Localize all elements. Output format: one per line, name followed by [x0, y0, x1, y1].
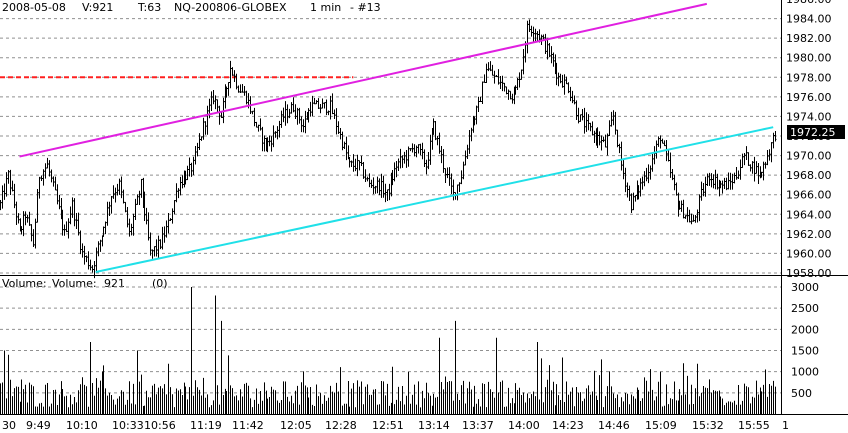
volume-tick-label: 1500	[791, 345, 819, 358]
trend-channels	[19, 2, 774, 273]
time-tick-label: 13:14	[418, 419, 450, 432]
volume-gridlines	[0, 275, 848, 415]
price-tick-label: 1980.00	[786, 52, 832, 65]
price-tick-label: 1960.00	[786, 247, 832, 260]
volume-header-value: 921	[104, 277, 125, 290]
volume-header-label2: Volume:	[52, 277, 97, 290]
last-price-tag	[787, 125, 845, 139]
last-price-label: 1972.25	[790, 126, 836, 139]
chart-header: 2008-05-08 V:921 T:63 NQ-200806-GLOBEX 1…	[2, 1, 381, 14]
time-tick-label: 12:05	[280, 419, 312, 432]
price-tick-label: 1958.00	[786, 267, 832, 280]
price-tick-label: 1964.00	[786, 208, 832, 221]
price-bars	[0, 19, 777, 279]
volume-tick-label: 3000	[791, 281, 819, 294]
price-tick-label: 1976.00	[786, 91, 832, 104]
time-tick-label: 14:46	[598, 419, 630, 432]
header-date: 2008-05-08	[2, 1, 66, 14]
volume-axis: 500 1000 1500 2000 2500 3000	[791, 281, 819, 400]
time-tick-label: 14:00	[508, 419, 540, 432]
time-tick-label: 12:51	[372, 419, 404, 432]
price-tick-label: 1986.00	[786, 0, 832, 6]
time-tick-label: 15:55	[738, 419, 770, 432]
volume-tick-label: 2000	[791, 323, 819, 336]
time-tick-label: 15:32	[692, 419, 724, 432]
time-tick-label: 11:19	[190, 419, 222, 432]
volume-header: Volume: Volume: 921 (0)	[2, 277, 168, 290]
upper-channel-line	[19, 2, 708, 158]
time-tick-label: 11:42	[232, 419, 264, 432]
header-interval: 1 min	[310, 1, 341, 14]
lower-channel-line	[95, 126, 774, 273]
volume-tick-label: 1000	[791, 366, 819, 379]
price-gridlines	[0, 18, 781, 274]
header-ticks: T:63	[137, 1, 161, 14]
time-tick-label: 1	[782, 419, 789, 432]
price-tick-label: 1968.00	[786, 169, 832, 182]
time-tick-label: 12:28	[325, 419, 357, 432]
price-axis: 1958.00 1960.00 1962.00 1964.00 1966.00 1968.…	[781, 0, 832, 414]
volume-bars	[0, 287, 776, 414]
time-tick-label: 10:33	[112, 419, 144, 432]
time-tick-label: 10:56	[144, 419, 176, 432]
volume-tick-label: 2500	[791, 302, 819, 315]
price-tick-label: 1984.00	[786, 13, 832, 26]
time-axis: 30 9:49 10:10 10:33 10:56 11:19 11:42 12:05 12:2…	[2, 419, 789, 432]
price-tick-label: 1962.00	[786, 228, 832, 241]
time-tick-label: 9:49	[26, 419, 51, 432]
price-tick-label: 1978.00	[786, 71, 832, 84]
price-tick-label: 1982.00	[786, 32, 832, 45]
header-index: - #13	[350, 1, 381, 14]
header-symbol: NQ-200806-GLOBEX	[174, 1, 287, 14]
time-tick-label: 13:37	[462, 419, 494, 432]
price-tick-label: 1970.00	[786, 150, 832, 163]
time-tick-label: 14:23	[552, 419, 584, 432]
volume-tick-label: 500	[791, 387, 812, 400]
time-tick-label: 10:10	[66, 419, 98, 432]
volume-header-label: Volume:	[2, 277, 47, 290]
price-tick-label: 1974.00	[786, 110, 832, 123]
time-tick-label: 15:09	[645, 419, 677, 432]
time-tick-label: 30	[2, 419, 16, 432]
price-tick-label: 1966.00	[786, 189, 832, 202]
volume-header-extra: (0)	[152, 277, 168, 290]
header-volume: V:921	[82, 1, 113, 14]
